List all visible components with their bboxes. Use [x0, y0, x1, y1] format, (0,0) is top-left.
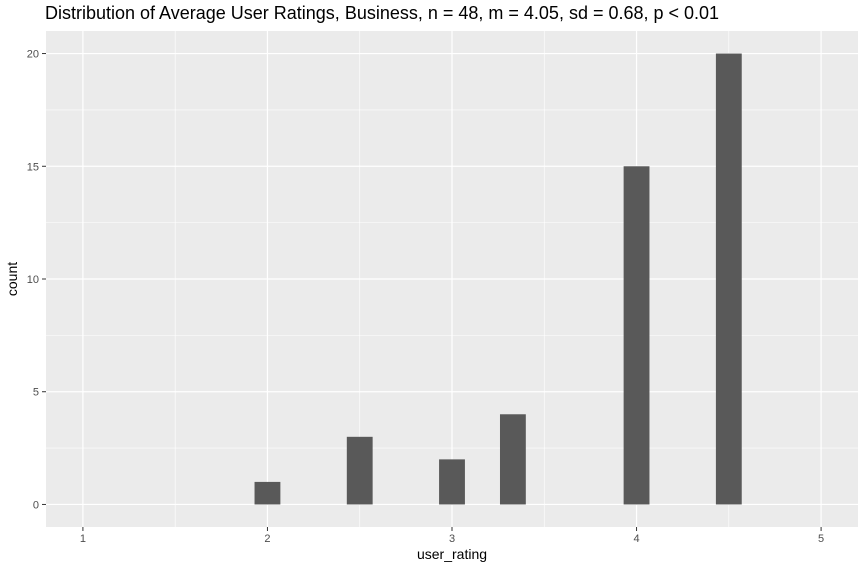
y-tick-label: 5	[33, 387, 39, 399]
y-axis-title: count	[4, 262, 20, 296]
histogram-bar	[715, 53, 742, 505]
y-tick-label: 20	[27, 49, 39, 61]
x-tick-label: 2	[264, 533, 270, 545]
histogram-bar	[346, 436, 373, 505]
histogram-bar	[623, 166, 650, 505]
x-tick-label: 5	[818, 533, 824, 545]
x-axis-title: user_rating	[417, 546, 487, 562]
y-tick-label: 10	[27, 274, 39, 286]
bars	[254, 53, 742, 505]
y-axis-ticks: 0 5 10 15 20	[27, 49, 46, 511]
histogram-bar	[499, 414, 526, 505]
x-tick-label: 1	[80, 533, 86, 545]
y-tick-label: 0	[33, 499, 39, 511]
chart-title: Distribution of Average User Ratings, Bu…	[45, 3, 720, 23]
histogram-bar	[254, 481, 281, 505]
x-axis-ticks: 1 2 3 4 5	[80, 527, 824, 545]
histogram-bar	[439, 459, 465, 505]
x-tick-label: 4	[633, 533, 639, 545]
y-tick-label: 15	[27, 161, 39, 173]
x-tick-label: 3	[449, 533, 455, 545]
